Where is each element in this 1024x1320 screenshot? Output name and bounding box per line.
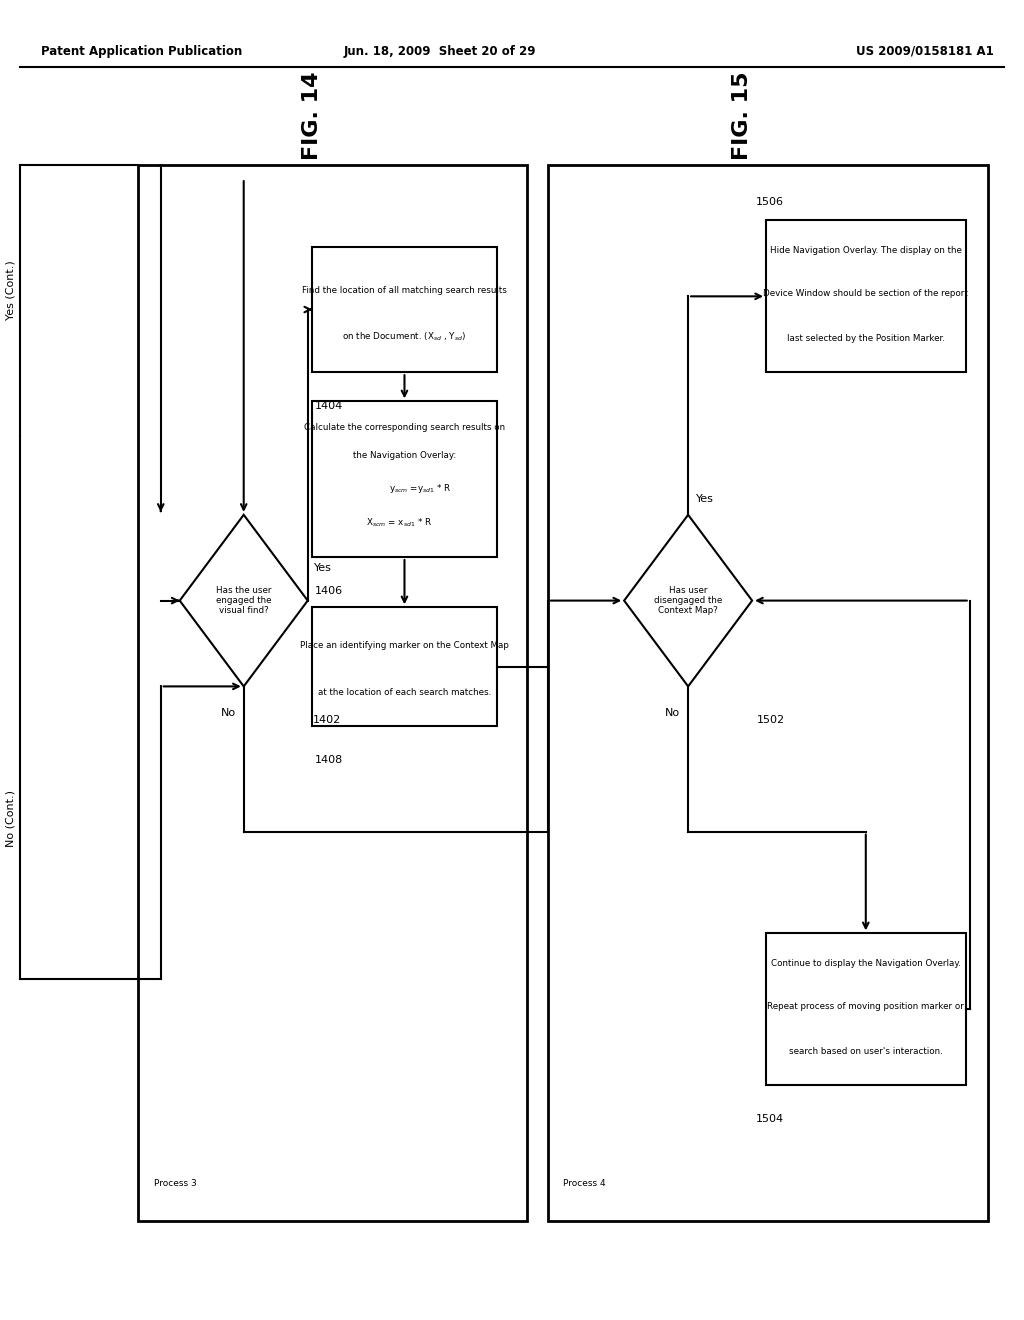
- Text: Place an identifying marker on the Context Map: Place an identifying marker on the Conte…: [300, 640, 509, 649]
- Polygon shape: [180, 515, 307, 686]
- Text: the Navigation Overlay:: the Navigation Overlay:: [353, 451, 456, 461]
- Text: Patent Application Publication: Patent Application Publication: [41, 45, 243, 58]
- Polygon shape: [625, 515, 752, 686]
- Text: US 2009/0158181 A1: US 2009/0158181 A1: [855, 45, 993, 58]
- Text: y$_{scm}$ =y$_{sd1}$ * R: y$_{scm}$ =y$_{sd1}$ * R: [389, 482, 451, 495]
- Text: on the Document. (X$_{sd}$ , Y$_{sd}$): on the Document. (X$_{sd}$ , Y$_{sd}$): [342, 331, 467, 343]
- Text: Calculate the corresponding search results on: Calculate the corresponding search resul…: [304, 424, 505, 432]
- Text: FIG. 15: FIG. 15: [732, 71, 753, 161]
- Bar: [548, 165, 988, 1221]
- Text: FIG. 14: FIG. 14: [302, 71, 323, 161]
- Text: 1406: 1406: [314, 586, 342, 597]
- Text: No: No: [665, 708, 680, 718]
- Bar: [312, 247, 497, 372]
- Text: No (Cont.): No (Cont.): [5, 789, 15, 847]
- Text: Yes: Yes: [313, 562, 332, 573]
- Text: Has user
disengaged the
Context Map?: Has user disengaged the Context Map?: [654, 586, 722, 615]
- Text: Process 3: Process 3: [154, 1179, 197, 1188]
- Text: Repeat process of moving position marker or: Repeat process of moving position marker…: [767, 1002, 965, 1011]
- Bar: [766, 220, 966, 372]
- Text: 1506: 1506: [756, 197, 783, 207]
- Text: 1502: 1502: [758, 715, 785, 726]
- Bar: [766, 933, 966, 1085]
- Bar: [312, 401, 497, 557]
- Text: Jun. 18, 2009  Sheet 20 of 29: Jun. 18, 2009 Sheet 20 of 29: [344, 45, 537, 58]
- Text: last selected by the Position Marker.: last selected by the Position Marker.: [786, 334, 945, 343]
- Text: Hide Navigation Overlay. The display on the: Hide Navigation Overlay. The display on …: [770, 247, 962, 255]
- Text: Device Window should be section of the report: Device Window should be section of the r…: [764, 289, 968, 298]
- Text: X$_{scm}$ = x$_{sd1}$ * R: X$_{scm}$ = x$_{sd1}$ * R: [367, 516, 432, 529]
- Text: No: No: [220, 708, 236, 718]
- Text: Has the user
engaged the
visual find?: Has the user engaged the visual find?: [216, 586, 271, 615]
- Text: Process 4: Process 4: [563, 1179, 606, 1188]
- Text: Yes: Yes: [696, 494, 714, 504]
- Text: 1504: 1504: [756, 1114, 783, 1125]
- Text: 1408: 1408: [314, 755, 343, 766]
- Bar: [138, 165, 527, 1221]
- Text: 1402: 1402: [313, 715, 341, 726]
- Text: Find the location of all matching search results: Find the location of all matching search…: [302, 286, 507, 296]
- Text: Continue to display the Navigation Overlay.: Continue to display the Navigation Overl…: [771, 960, 961, 968]
- Text: search based on user's interaction.: search based on user's interaction.: [788, 1047, 943, 1056]
- Text: Yes (Cont.): Yes (Cont.): [5, 260, 15, 321]
- Bar: [312, 607, 497, 726]
- Text: 1404: 1404: [314, 401, 343, 412]
- Text: at the location of each search matches.: at the location of each search matches.: [317, 688, 492, 697]
